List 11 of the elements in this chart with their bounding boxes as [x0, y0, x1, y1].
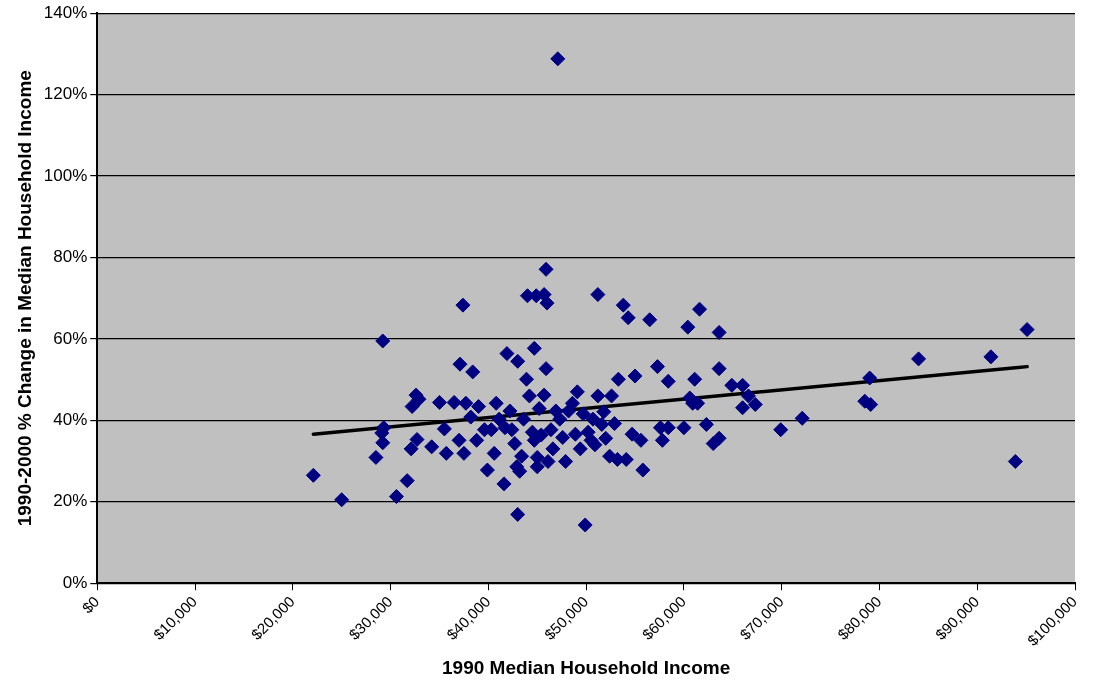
y-tick-label: 100% — [43, 165, 88, 185]
y-axis-title: 1990-2000 % Change in Median Household Income — [13, 70, 35, 527]
y-tick-label: 20% — [53, 491, 88, 511]
x-axis-title: 1990 Median Household Income — [442, 656, 731, 678]
y-tick-label: 0% — [62, 572, 88, 592]
y-tick-label: 40% — [53, 410, 88, 430]
y-tick-label: 60% — [53, 328, 88, 348]
y-tick-label: 80% — [53, 247, 88, 267]
x-tick-label: $0 — [78, 592, 103, 617]
y-tick-label: 120% — [43, 84, 88, 104]
y-tick-label: 140% — [43, 2, 88, 22]
